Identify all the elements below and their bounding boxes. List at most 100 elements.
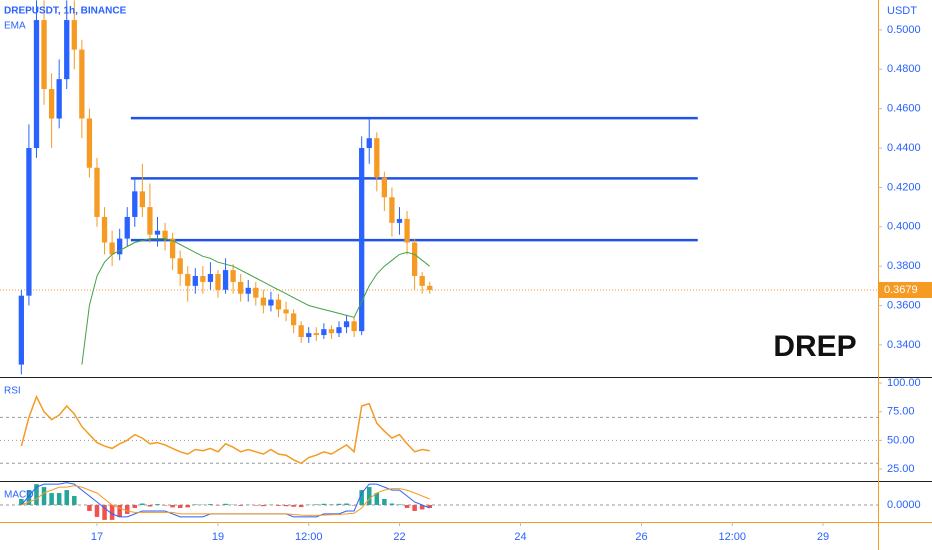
ema-line — [81, 238, 431, 365]
candle-body — [275, 299, 282, 310]
candle-body — [374, 138, 380, 178]
candle-body — [298, 325, 304, 338]
candle-body — [109, 242, 115, 255]
x-tick-label: 22 — [393, 531, 405, 543]
candle-body — [117, 238, 123, 255]
y-tick-label: 0.4000 — [887, 221, 921, 233]
candle-body — [351, 321, 357, 332]
macd-histogram-bar — [215, 504, 221, 506]
macd-histogram-bar — [314, 504, 319, 505]
rsi-line — [20, 394, 430, 465]
x-tick-label: 17 — [91, 531, 103, 543]
candle-body — [245, 287, 251, 294]
y-tick-label: 0.4800 — [887, 63, 921, 75]
macd-histogram-bar — [147, 504, 153, 507]
macd-histogram-bar — [344, 503, 349, 505]
candle-body — [101, 216, 108, 243]
x-tick-label: 12:00 — [295, 531, 323, 543]
macd-histogram-bar — [366, 487, 372, 505]
candle-body — [290, 313, 297, 326]
candle-body — [343, 321, 350, 328]
macd-histogram-bar — [117, 504, 122, 517]
candle-body — [169, 238, 176, 259]
macd-histogram-bar — [389, 503, 395, 505]
macd-histogram-bar — [298, 504, 304, 508]
candle-body — [306, 333, 312, 338]
macd-title: MACD — [4, 490, 33, 501]
macd-histogram-bar — [329, 504, 334, 505]
macd-histogram-bar — [382, 499, 387, 505]
x-tick-label: 19 — [212, 531, 224, 543]
x-tick-label: 12:00 — [718, 531, 746, 543]
macd-histogram-bar — [374, 493, 380, 505]
y-tick-label: 50.00 — [887, 434, 915, 446]
candle-body — [283, 309, 289, 314]
candle-body — [230, 270, 236, 282]
candle-body — [18, 295, 25, 365]
candle-body — [177, 258, 183, 275]
y-tick-label: 75.00 — [887, 406, 915, 418]
macd-histogram-bar — [26, 490, 32, 505]
currency-label: USDT — [887, 5, 917, 17]
signal-line — [21, 485, 430, 516]
candle-body — [427, 285, 433, 290]
macd-histogram-bar — [276, 504, 281, 506]
candle-body — [321, 329, 327, 336]
candle-body — [154, 230, 161, 235]
candle-body — [313, 333, 319, 336]
macd-histogram-bar — [87, 504, 92, 511]
macd-histogram-bar — [132, 504, 138, 508]
macd-histogram-bar — [170, 504, 175, 508]
macd-histogram-bar — [102, 504, 107, 520]
y-tick-label: 0.4600 — [887, 103, 921, 115]
macd-histogram-bar — [162, 504, 168, 506]
macd-histogram-bar — [351, 504, 357, 506]
candle-body — [162, 230, 168, 239]
macd-histogram-bar — [140, 503, 145, 505]
macd-histogram-bar — [41, 487, 47, 505]
candle-body — [222, 270, 229, 290]
macd-histogram-bar — [109, 504, 115, 520]
macd-histogram-bar — [253, 504, 259, 506]
candle-body — [253, 287, 259, 298]
candle-body — [215, 274, 221, 290]
y-tick-label: 0.4400 — [887, 142, 921, 154]
macd-histogram-bar — [283, 504, 289, 507]
macd-histogram-bar — [124, 504, 130, 514]
macd-histogram-bar — [185, 504, 191, 508]
macd-histogram-bar — [19, 499, 24, 505]
rsi-title: RSI — [4, 386, 21, 397]
candle-body — [200, 276, 206, 282]
candle-body — [185, 274, 191, 286]
macd-histogram-bar — [193, 504, 198, 505]
candle-body — [389, 197, 395, 223]
macd-histogram-bar — [412, 504, 417, 511]
macd-histogram-bar — [94, 504, 100, 517]
macd-histogram-bar — [34, 484, 39, 505]
candle-body — [359, 148, 365, 332]
candle-body — [207, 274, 214, 282]
candle-body — [139, 191, 146, 208]
candle-body — [124, 216, 130, 239]
candle-body — [260, 297, 267, 306]
candle-body — [396, 218, 403, 223]
macd-histogram-bar — [261, 504, 266, 507]
candle-body — [79, 49, 85, 119]
macd-histogram-bar — [49, 493, 54, 505]
candle-body — [328, 329, 335, 334]
candle-body — [419, 276, 425, 286]
macd-histogram-bar — [359, 490, 364, 505]
candle-body — [71, 20, 77, 50]
y-tick-label: 0.3400 — [887, 339, 921, 351]
macd-histogram-bar — [419, 504, 425, 510]
y-tick-label: 0.0000 — [887, 499, 921, 511]
last-price-label: 0.3679 — [884, 284, 918, 296]
candle-body — [238, 281, 244, 294]
x-tick-label: 29 — [817, 531, 829, 543]
y-tick-label: 25.00 — [887, 463, 915, 475]
candle-body — [48, 88, 55, 119]
macd-histogram-bar — [336, 503, 342, 505]
candle-body — [56, 79, 62, 119]
